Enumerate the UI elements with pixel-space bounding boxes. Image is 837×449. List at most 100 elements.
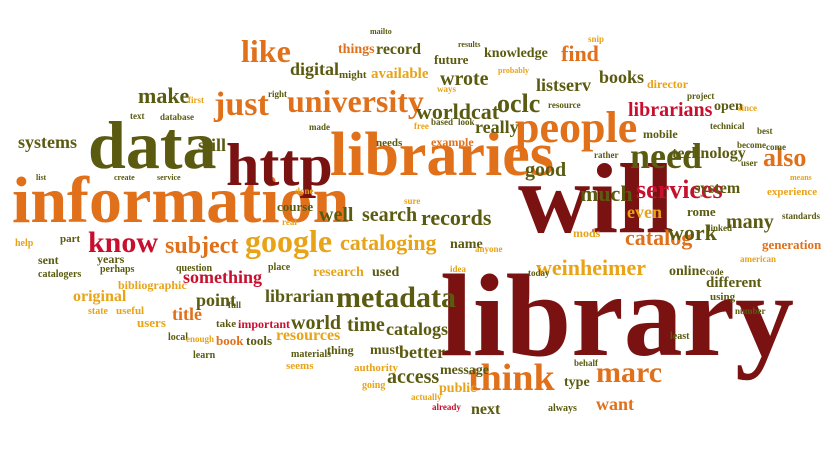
word-digital: digital bbox=[290, 59, 339, 79]
word-part: part bbox=[60, 233, 81, 245]
word-thing: thing bbox=[327, 343, 354, 357]
word-place: place bbox=[268, 262, 291, 273]
word-using: using bbox=[710, 291, 736, 303]
word-original: original bbox=[73, 288, 127, 305]
word-technical: technical bbox=[710, 121, 745, 131]
word-research: research bbox=[313, 265, 364, 280]
word-type: type bbox=[564, 375, 590, 390]
word-google: google bbox=[245, 223, 332, 259]
word-world: world bbox=[291, 312, 341, 334]
word-like: like bbox=[241, 33, 291, 69]
word-needs: needs bbox=[376, 137, 403, 149]
word-made: made bbox=[309, 122, 330, 132]
word-learn: learn bbox=[193, 350, 216, 361]
word-name: name bbox=[450, 237, 483, 252]
word-generation: generation bbox=[762, 237, 822, 252]
word-rather: rather bbox=[594, 150, 619, 160]
word-might: might bbox=[339, 69, 367, 81]
word-first: first bbox=[188, 95, 204, 105]
word-subject: subject bbox=[165, 233, 238, 259]
word-users: users bbox=[137, 315, 166, 330]
word-right: right bbox=[268, 89, 287, 99]
word-free: free bbox=[414, 121, 429, 131]
word-local: local bbox=[168, 332, 188, 343]
word-behalf: behalf bbox=[574, 358, 599, 368]
word-knowledge: knowledge bbox=[484, 46, 548, 61]
word-cataloging: cataloging bbox=[340, 230, 437, 255]
word-open: open bbox=[714, 99, 743, 114]
word-librarian: librarian bbox=[265, 286, 334, 306]
word-even: even bbox=[627, 202, 662, 222]
word-seems: seems bbox=[286, 360, 314, 372]
word-ways: ways bbox=[437, 84, 456, 94]
word-useful: useful bbox=[116, 305, 144, 317]
word-worldcat: worldcat bbox=[416, 99, 500, 124]
word-record: record bbox=[376, 41, 421, 58]
word-list: list bbox=[36, 173, 47, 182]
word-will: will bbox=[518, 143, 674, 254]
word-important: important bbox=[238, 317, 290, 331]
word-director: director bbox=[647, 77, 689, 91]
word-online: online bbox=[669, 264, 706, 279]
word-probably: probably bbox=[498, 66, 529, 75]
word-libraries: libraries bbox=[330, 121, 554, 189]
word-information: information bbox=[12, 164, 349, 237]
word-going: going bbox=[362, 380, 385, 391]
word-need: need bbox=[630, 136, 702, 176]
word-become: become bbox=[737, 140, 766, 150]
word-university: university bbox=[287, 83, 424, 119]
word-perhaps: perhaps bbox=[100, 264, 135, 275]
word-something: something bbox=[183, 267, 262, 287]
word-records: records bbox=[421, 205, 492, 230]
word-title: title bbox=[172, 304, 202, 324]
word-many: many bbox=[726, 211, 774, 233]
word-sent: sent bbox=[38, 253, 59, 267]
word-course: course bbox=[277, 199, 313, 214]
word-librarians: librarians bbox=[628, 99, 713, 121]
word-state: state bbox=[88, 306, 109, 317]
word-materials: materials bbox=[291, 349, 331, 360]
word-catalogers: catalogers bbox=[38, 269, 81, 280]
word-since: since bbox=[738, 103, 757, 113]
word-based: based bbox=[431, 117, 453, 127]
word-well: well bbox=[319, 204, 354, 226]
word-already: already bbox=[432, 402, 461, 412]
word-systems: systems bbox=[18, 132, 77, 152]
word-used: used bbox=[372, 265, 399, 280]
word-american: american bbox=[740, 254, 776, 264]
word-weinheimer: weinheimer bbox=[536, 255, 646, 280]
word-full: full bbox=[228, 300, 242, 310]
word-http: http bbox=[226, 132, 333, 198]
word-also: also bbox=[763, 143, 806, 172]
word-take: take bbox=[216, 318, 236, 330]
word-always: always bbox=[548, 403, 577, 414]
word-code: code bbox=[706, 267, 724, 277]
word-actually: actually bbox=[411, 392, 442, 402]
word-just: just bbox=[213, 86, 269, 123]
word-time: time bbox=[347, 314, 385, 336]
word-catalogs: catalogs bbox=[386, 319, 448, 339]
word-example: example bbox=[431, 135, 474, 149]
word-today: today bbox=[528, 268, 550, 278]
word-services: services bbox=[636, 175, 723, 204]
word-future: future bbox=[434, 52, 469, 67]
word-mods: mods bbox=[573, 226, 601, 240]
word-results: results bbox=[458, 40, 481, 49]
word-wrote: wrote bbox=[440, 68, 489, 90]
word-done: done bbox=[295, 186, 314, 196]
word-marc: marc bbox=[596, 356, 662, 389]
word-next: next bbox=[471, 401, 501, 418]
word-want: want bbox=[596, 394, 634, 414]
word-books: books bbox=[599, 67, 644, 87]
word-find: find bbox=[561, 41, 599, 66]
word-system: system bbox=[694, 180, 741, 197]
word-enough: enough bbox=[186, 334, 214, 344]
word-metadata: metadata bbox=[336, 281, 456, 314]
word-resources: resources bbox=[276, 327, 340, 344]
word-question: question bbox=[176, 263, 213, 274]
word-better: better bbox=[399, 342, 445, 362]
word-database: database bbox=[160, 112, 194, 122]
word-mailto: mailto bbox=[370, 27, 392, 36]
word-must: must bbox=[370, 343, 400, 358]
